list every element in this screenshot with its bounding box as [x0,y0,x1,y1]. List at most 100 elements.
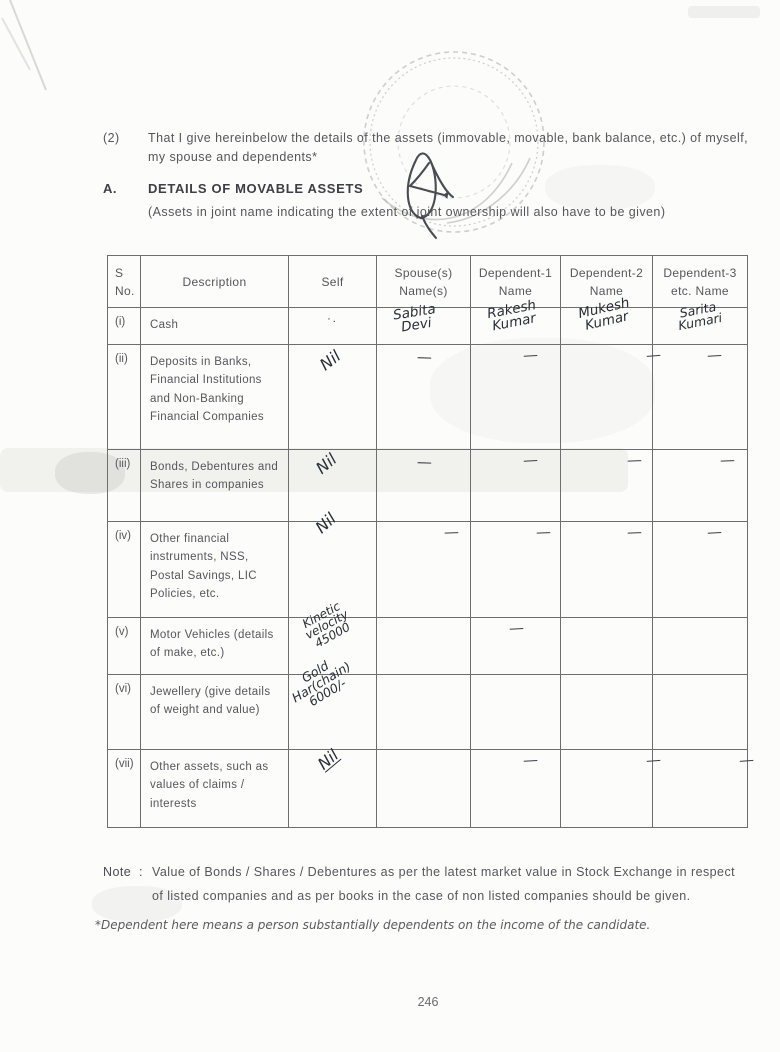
cell-dependent-3: — [652,449,748,522]
cell-spouse [376,674,471,750]
note-text-line1: Value of Bonds / Shares / Debentures as … [152,865,736,879]
header-self: Self [288,255,377,308]
cell-dependent-2: Mukesh Kumar [560,295,653,345]
handwritten-dash: — [535,522,550,542]
handwritten-nil: Nil [313,745,343,774]
cell-description: Cash [140,307,289,345]
cell-dependent-1: — [470,521,561,618]
cell-dependent-1: Rakesh Kumar [470,297,561,345]
cell-spouse: — [376,521,471,618]
cell-dependent-3: Sarita Kumari [652,299,748,345]
page-fold-mark [1,0,47,91]
cell-self: Nil [288,509,377,618]
cell-self: Nil [288,449,377,522]
header-text: S [115,265,124,280]
cell-description: Bonds, Debentures and Shares in companie… [140,449,289,522]
header-text: Spouse(s) [394,265,453,280]
header-text: Name(s) [399,283,448,298]
header-dependent-2: Dependent-2 Name [560,255,653,308]
header-dependent-1: Dependent-1 Name [470,255,561,308]
header-text: Name [498,283,533,298]
handwritten-dash: — [719,450,735,470]
section-letter: A. [103,181,117,196]
handwritten-dash: — [443,522,458,542]
header-dependent-3: Dependent-3 etc. Name [652,255,748,308]
cell-description: Jewellery (give details of weight and va… [140,674,289,750]
movable-assets-table: S No. Description Self Spouse(s) Name(s) D… [107,255,754,828]
table-row-other-financial: (iv) Other financial instruments, NSS, P… [107,509,748,618]
header-text: No. [115,283,135,298]
table-header-row: S No. Description Self Spouse(s) Name(s) D… [107,255,748,308]
header-text: Dependent-1 [478,265,553,280]
handwritten-mark: ·. [327,313,338,325]
header-text: etc. Name [671,283,729,298]
cell-description: Other financial instruments, NSS, Postal… [140,521,289,618]
paragraph-number: (2) [103,131,120,145]
table-row-deposits: (ii) Deposits in Banks, Financial Instit… [107,344,748,450]
table-row-cash: (i) Cash ·. Sabita Devi Rakesh Kumar Muk… [107,295,748,345]
table-row-jewellery: (vi) Jewellery (give details of weight a… [107,658,748,750]
handwritten-nil: Nil [316,346,345,375]
cell-spouse: — [376,449,471,522]
cell-sno: (vii) [107,749,141,828]
cell-description: Motor Vehicles (details of make, etc.) [140,617,289,675]
cell-description: Deposits in Banks, Financial Institution… [140,344,289,450]
cell-dependent-1: — [470,344,561,450]
handwritten-dash: — [522,750,537,770]
header-text: Self [321,274,344,289]
handwritten-dash: — [416,347,431,367]
cell-dependent-2 [560,617,653,675]
handwritten-dash: — [706,522,722,542]
cell-sno: (ii) [107,344,141,450]
cell-spouse [376,617,471,675]
cell-dependent-3 [652,674,748,750]
cell-sno: (vi) [107,674,141,750]
handwritten-dash: — [416,452,431,472]
table-row-motor-vehicles: (v) Motor Vehicles (details of make, etc… [107,599,748,675]
cell-self: Nil [288,344,377,450]
cell-dependent-2: — [560,521,653,618]
header-text: Dependent-3 [663,265,737,280]
handwritten-dash: — [522,345,537,365]
handwritten-dash: — [508,618,523,638]
handwritten-dash: — [522,450,537,470]
page-number: 246 [417,995,439,1009]
cell-dependent-1: — [470,749,561,828]
cell-dependent-3: — [652,521,748,618]
header-description: Description [140,255,289,308]
cell-description: Other assets, such as values of claims /… [140,749,289,828]
section-subtitle: (Assets in joint name indicating the ext… [148,205,666,219]
dependent-footnote: *Dependent here means a person substanti… [95,918,651,932]
note-label-text: Note [103,865,132,879]
cell-dependent-3: — [652,749,754,828]
cell-dependent-1: — [470,617,561,675]
cell-sno: (v) [107,617,141,675]
table-row-other-assets: (vii) Other assets, such as values of cl… [107,745,754,828]
cell-dependent-1: — [470,449,561,522]
header-text: Name [589,283,624,298]
cell-self: ·. [288,307,377,345]
cell-self: Nil [288,745,377,828]
handwritten-dash: — [738,750,754,770]
handwritten-dash: — [626,450,641,470]
header-text: Description [182,274,247,289]
cell-dependent-2 [560,674,653,750]
cell-dependent-2: — [560,449,653,522]
cell-self: Gold Har(chain) 6000/- [288,658,377,750]
header-spouse: Spouse(s) Name(s) [376,255,471,308]
cell-spouse [376,749,471,828]
cell-dependent-1 [470,674,561,750]
handwritten-nil: Nil [312,449,341,478]
paragraph-text: That I give hereinbelow the details of t… [148,131,749,165]
table-row-bonds: (iii) Bonds, Debentures and Shares in co… [107,449,748,522]
cell-dependent-2: — [560,749,660,828]
cell-spouse: Sabita Devi [376,301,471,345]
header-sno: S No. [107,255,141,308]
cell-sno: (iii) [107,449,141,522]
note-separator: : [138,865,143,879]
scan-artifact [688,6,760,18]
cell-dependent-3 [652,617,748,675]
cell-dependent-3: — [652,344,748,450]
header-text: Dependent-2 [569,265,644,280]
